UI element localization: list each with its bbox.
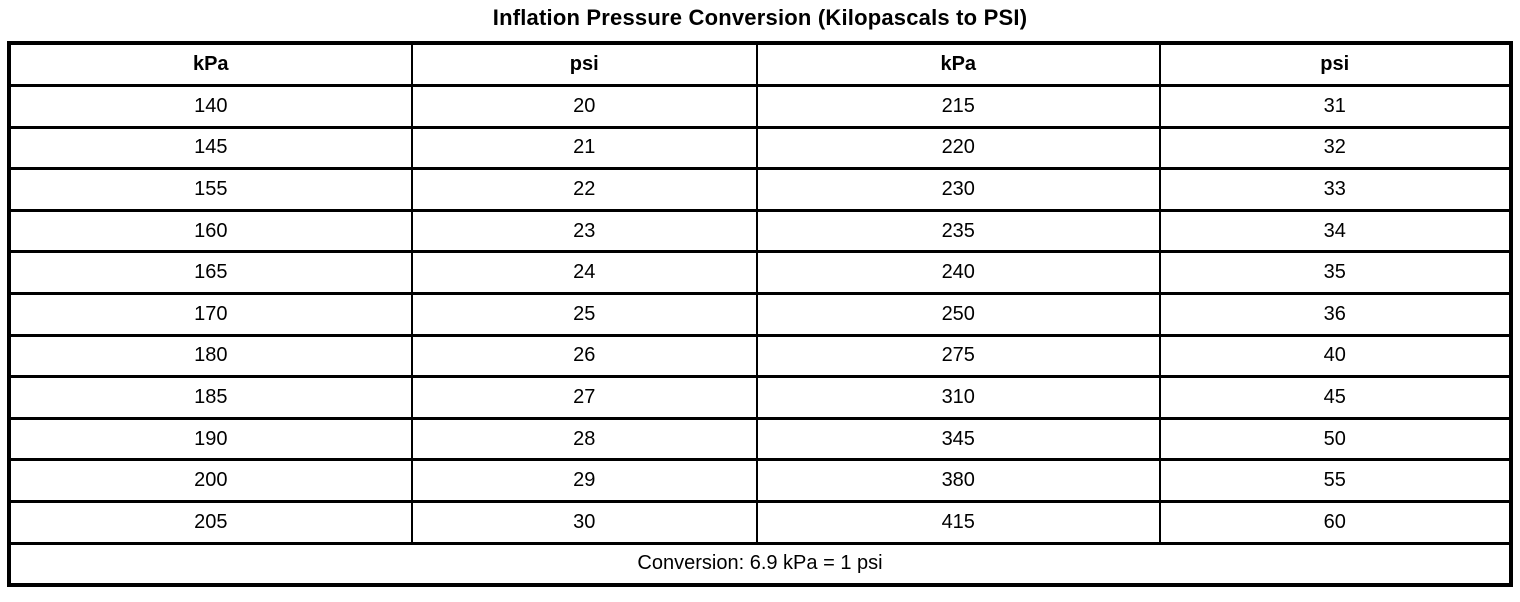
table-cell: 36 [1158, 291, 1513, 337]
column-header-psi-2: psi [1158, 41, 1513, 87]
table-cell: 220 [755, 125, 1161, 171]
table-cell: 275 [755, 333, 1161, 379]
table-cell: 230 [755, 167, 1161, 212]
table-cell: 190 [8, 416, 413, 462]
table-cell: 235 [755, 208, 1161, 254]
table-cell: 28 [410, 416, 758, 462]
table-cell: 250 [755, 291, 1161, 337]
page-title: Inflation Pressure Conversion (Kilopasca… [492, 5, 1028, 30]
table-cell: 33 [1158, 167, 1513, 212]
column-header-kpa-1: kPa [8, 41, 413, 87]
table-row: 200 29 380 55 [8, 458, 1513, 503]
table-row: 155 22 230 33 [8, 167, 1513, 212]
table-cell: 415 [755, 499, 1161, 545]
table-cell: 24 [410, 250, 758, 295]
table-cell: 20 [410, 83, 758, 129]
column-header-kpa-2: kPa [755, 41, 1161, 87]
table-cell: 345 [755, 416, 1161, 462]
table-row: 165 24 240 35 [8, 250, 1513, 295]
table-cell: 40 [1158, 333, 1513, 379]
table-cell: 380 [755, 458, 1161, 503]
table-cell: 60 [1158, 499, 1513, 545]
table-cell: 170 [8, 291, 413, 337]
table-row: 170 25 250 36 [8, 291, 1513, 337]
table-cell: 50 [1158, 416, 1513, 462]
table-cell: 165 [8, 250, 413, 295]
table-cell: 310 [755, 375, 1161, 420]
table-cell: 155 [8, 167, 413, 212]
table-cell: 21 [410, 125, 758, 171]
table-row: 190 28 345 50 [8, 416, 1513, 462]
table-cell: 35 [1158, 250, 1513, 295]
table-cell: 200 [8, 458, 413, 503]
table-cell: 55 [1158, 458, 1513, 503]
table-cell: 45 [1158, 375, 1513, 420]
table-cell: 215 [755, 83, 1161, 129]
table-cell: 145 [8, 125, 413, 171]
table-cell: 205 [8, 499, 413, 545]
table-cell: 29 [410, 458, 758, 503]
table-cell: 26 [410, 333, 758, 379]
table-footer-row: Conversion: 6.9 kPa = 1 psi [8, 541, 1512, 587]
table-cell: 22 [410, 167, 758, 212]
table-row: 160 23 235 34 [8, 208, 1513, 254]
table-cell: 140 [8, 83, 413, 129]
table-header-row: kPa psi kPa psi [8, 41, 1513, 87]
column-header-psi-1: psi [410, 41, 758, 87]
table-row: 180 26 275 40 [8, 333, 1513, 379]
table-cell: 185 [8, 375, 413, 420]
table-cell: 30 [410, 499, 758, 545]
pressure-conversion-table: kPa psi kPa psi 140 20 215 31 145 21 220… [7, 41, 1513, 588]
table-cell: 25 [410, 291, 758, 337]
table-row: 140 20 215 31 [8, 83, 1513, 129]
table-cell: 160 [8, 208, 413, 254]
table-cell: 27 [410, 375, 758, 420]
table-cell: 34 [1158, 208, 1513, 254]
conversion-note: Conversion: 6.9 kPa = 1 psi [8, 541, 1512, 587]
table-cell: 31 [1158, 83, 1513, 129]
table-row: 185 27 310 45 [8, 375, 1513, 420]
table-row: 145 21 220 32 [8, 125, 1513, 171]
table-cell: 180 [8, 333, 413, 379]
table-cell: 23 [410, 208, 758, 254]
table-cell: 32 [1158, 125, 1513, 171]
table-cell: 240 [755, 250, 1161, 295]
table-row: 205 30 415 60 [8, 499, 1513, 545]
